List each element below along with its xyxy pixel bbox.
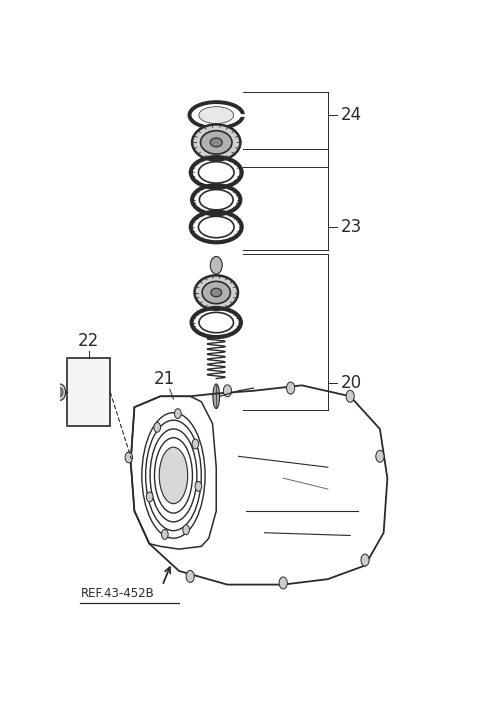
Circle shape xyxy=(192,439,199,449)
Ellipse shape xyxy=(202,281,230,303)
Ellipse shape xyxy=(159,447,188,503)
Ellipse shape xyxy=(210,138,222,147)
Text: 24: 24 xyxy=(341,106,362,124)
Ellipse shape xyxy=(199,313,233,333)
Circle shape xyxy=(146,492,153,502)
Text: 20: 20 xyxy=(341,374,362,391)
Ellipse shape xyxy=(213,384,219,408)
Circle shape xyxy=(183,525,190,535)
Text: 22: 22 xyxy=(78,332,99,350)
Ellipse shape xyxy=(199,189,233,210)
Circle shape xyxy=(186,571,194,582)
Circle shape xyxy=(175,408,181,418)
Ellipse shape xyxy=(198,162,234,183)
Circle shape xyxy=(125,452,132,463)
Circle shape xyxy=(210,257,222,274)
Circle shape xyxy=(161,530,168,540)
FancyBboxPatch shape xyxy=(67,358,110,426)
Circle shape xyxy=(57,388,63,396)
Ellipse shape xyxy=(198,216,234,238)
Circle shape xyxy=(346,390,354,402)
Circle shape xyxy=(376,450,384,462)
Ellipse shape xyxy=(145,420,201,530)
Ellipse shape xyxy=(201,130,232,154)
Circle shape xyxy=(361,554,369,566)
Text: 23: 23 xyxy=(341,218,362,236)
Text: REF.43-452B: REF.43-452B xyxy=(81,587,154,601)
Ellipse shape xyxy=(194,275,238,310)
Circle shape xyxy=(223,385,231,397)
Ellipse shape xyxy=(199,106,234,123)
Circle shape xyxy=(279,577,288,589)
Circle shape xyxy=(154,423,160,432)
Ellipse shape xyxy=(150,429,197,522)
Ellipse shape xyxy=(155,437,192,513)
Circle shape xyxy=(287,382,295,394)
Text: 21: 21 xyxy=(154,370,175,388)
Circle shape xyxy=(54,384,66,401)
Ellipse shape xyxy=(192,124,240,160)
Ellipse shape xyxy=(211,289,222,297)
Circle shape xyxy=(195,481,202,491)
